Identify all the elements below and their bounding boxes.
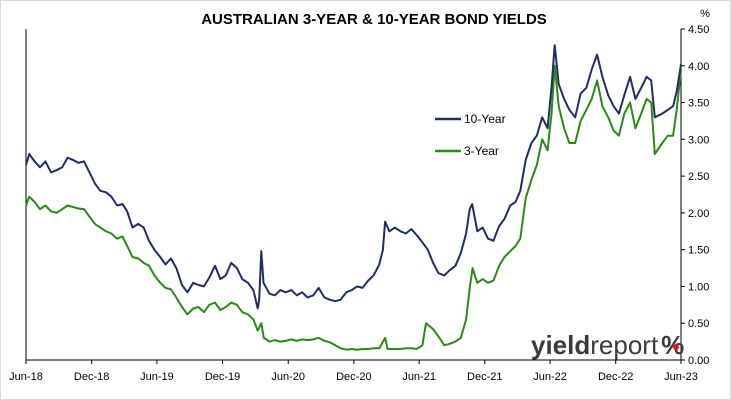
x-tick-label: Dec-21 [467, 371, 502, 383]
legend: 10-Year 3-Year [435, 112, 506, 158]
y-tick-label: 2.00 [688, 208, 709, 220]
chart-title: AUSTRALIAN 3-YEAR & 10-YEAR BOND YIELDS [201, 11, 547, 28]
y-tick-label: 1.50 [688, 245, 709, 257]
svg-text:yieldreport%: yieldreport% [531, 330, 684, 360]
x-tick-label: Jun-19 [140, 371, 174, 383]
y-axis-ticks: 0.00 0.50 1.00 1.50 2.00 2.50 3.00 3.50 4.00 4.50 [681, 24, 709, 367]
logo-yield-text: yield [531, 330, 590, 360]
legend-label-3-year: 3-Year [464, 144, 499, 158]
series-line-3-year [25, 64, 682, 351]
y-tick-label: 4.50 [688, 24, 709, 36]
x-tick-label: Dec-18 [74, 371, 109, 383]
y-tick-label: 0.00 [688, 355, 709, 367]
x-tick-label: Jun-23 [664, 371, 698, 383]
series-layer [25, 44, 682, 351]
y-axis-unit-label: % [700, 8, 710, 20]
logo-report-text: report [590, 330, 659, 360]
x-tick-label: Jun-22 [533, 371, 567, 383]
x-tick-label: Jun-20 [271, 371, 305, 383]
yieldreport-logo: yieldreport% [531, 330, 684, 360]
x-tick-label: Dec-22 [598, 371, 633, 383]
x-axis-ticks: Jun-18 Dec-18 Jun-19 Dec-19 Jun-20 Dec-20 Jun-… [9, 360, 698, 383]
y-tick-label: 4.00 [688, 61, 709, 73]
y-tick-label: 2.50 [688, 171, 709, 183]
legend-label-10-year: 10-Year [464, 112, 506, 126]
series-line-10-year [25, 44, 682, 310]
y-tick-label: 0.50 [688, 318, 709, 330]
x-tick-label: Dec-20 [336, 371, 371, 383]
x-tick-label: Dec-19 [205, 371, 240, 383]
x-tick-label: Jun-18 [9, 371, 43, 383]
y-tick-label: 3.50 [688, 98, 709, 110]
logo-red-dot [673, 344, 679, 350]
y-tick-label: 1.00 [688, 281, 709, 293]
logo-percent-symbol: % [661, 330, 684, 360]
x-tick-label: Jun-21 [402, 371, 436, 383]
y-tick-label: 3.00 [688, 134, 709, 146]
